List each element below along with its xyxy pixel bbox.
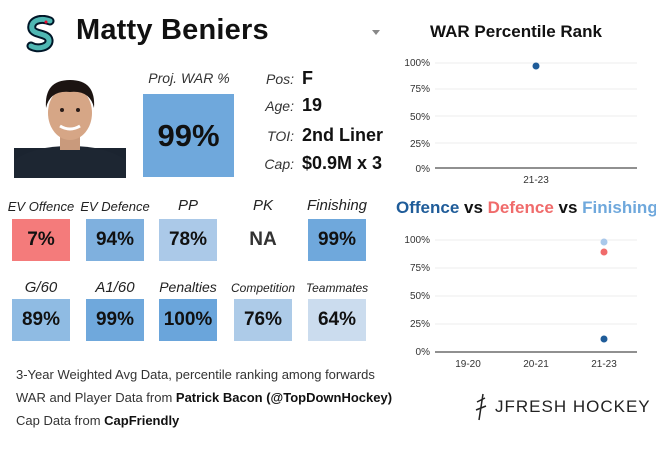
tile-label: PK xyxy=(252,197,273,214)
proj-war-label: Proj. WAR % xyxy=(148,70,230,86)
finishing-tile: 99% xyxy=(308,219,366,261)
info-toi: TOI: 2nd Liner xyxy=(267,125,384,145)
tile-label: A1/60 xyxy=(95,279,135,296)
pk-tile: NA xyxy=(249,229,277,250)
tile-label: G/60 xyxy=(24,279,58,296)
footer-note: 3-Year Weighted Avg Data, percentile ran… xyxy=(16,367,375,382)
svg-text:0%: 0% xyxy=(416,347,431,358)
pp-tile: 78% xyxy=(159,219,217,261)
player-name: Matty Beniers xyxy=(76,14,269,46)
ev-offence-tile: 7% xyxy=(12,219,70,261)
jfresh-logo-icon xyxy=(475,393,487,421)
tile-label: PP xyxy=(177,197,198,214)
svg-text:0%: 0% xyxy=(416,164,431,175)
tile-label: Finishing xyxy=(306,197,368,214)
tile-label: EV Defence xyxy=(80,199,150,214)
caret-down-icon[interactable] xyxy=(372,30,380,35)
teammates-tile: 64% xyxy=(308,299,366,341)
info-cap: Cap: $0.9M x 3 xyxy=(264,153,383,173)
svg-text:25%: 25% xyxy=(410,319,430,330)
seattle-kraken-logo-icon xyxy=(26,15,55,53)
a160-tile: 99% xyxy=(86,299,144,341)
tile-label: Competition xyxy=(230,281,296,295)
offence-defence-finishing-chart: 100% 75% 50% 25% 0% 19-20 20-21 21-23 xyxy=(404,235,637,370)
svg-text:50%: 50% xyxy=(410,112,430,123)
offence-data-point xyxy=(600,335,608,343)
svg-text:75%: 75% xyxy=(410,263,430,274)
proj-war-value: 99% xyxy=(143,94,234,177)
footer-cap-source: Cap Data from CapFriendly xyxy=(16,413,180,428)
player-photo xyxy=(14,80,126,178)
tile-label: Teammates xyxy=(305,281,369,295)
svg-text:19-20: 19-20 xyxy=(455,359,481,370)
competition-tile: 76% xyxy=(234,299,292,341)
war-data-point xyxy=(532,62,540,70)
svg-text:75%: 75% xyxy=(410,84,430,95)
g60-tile: 89% xyxy=(12,299,70,341)
svg-text:100%: 100% xyxy=(404,235,430,246)
war-chart-title: WAR Percentile Rank xyxy=(430,22,602,41)
defence-data-point xyxy=(600,248,608,256)
info-pos: Pos: F xyxy=(265,68,313,88)
svg-text:21-23: 21-23 xyxy=(591,359,617,370)
svg-text:21-23: 21-23 xyxy=(523,175,549,186)
footer-war-source: WAR and Player Data from Patrick Bacon (… xyxy=(16,390,393,405)
svg-text:100%: 100% xyxy=(404,58,430,69)
tile-label: EV Offence xyxy=(7,199,75,214)
svg-text:20-21: 20-21 xyxy=(523,359,549,370)
svg-text:50%: 50% xyxy=(410,291,430,302)
tile-label: Penalties xyxy=(159,279,217,295)
penalties-tile: 100% xyxy=(159,299,217,341)
info-age: Age: 19 xyxy=(265,95,323,115)
ev-defence-tile: 94% xyxy=(86,219,144,261)
ovd-chart-title: Offence vs Defence vs Finishing xyxy=(396,198,656,217)
jfresh-hockey-brand: JFRESH HOCKEY xyxy=(473,392,651,422)
svg-text:25%: 25% xyxy=(410,139,430,150)
war-percentile-chart: 100% 75% 50% 25% 0% 21-23 xyxy=(404,58,637,186)
finishing-data-point xyxy=(600,238,608,246)
